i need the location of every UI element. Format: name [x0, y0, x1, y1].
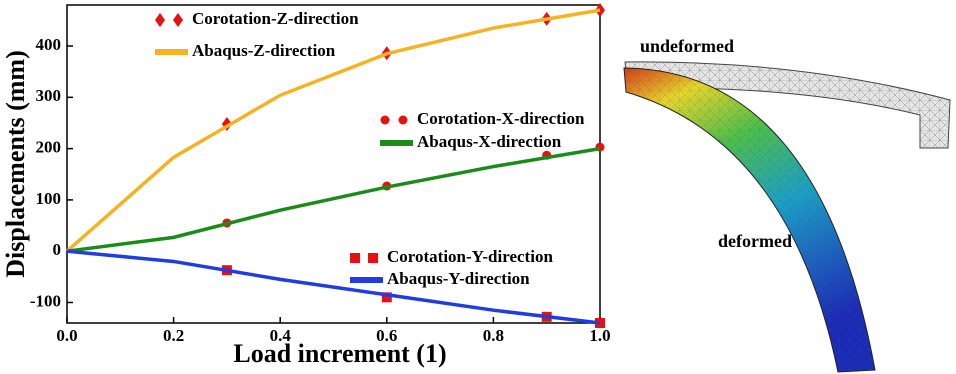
legend-label: Abaqus-X-direction: [417, 132, 562, 151]
x-tick-label: 0.2: [163, 326, 184, 345]
legend-label: Corotation-Z-direction: [192, 9, 359, 28]
x-tick-label: 1.0: [589, 326, 610, 345]
legend-marker: [381, 116, 390, 125]
y-tick-label: 300: [36, 86, 62, 105]
legend-label: Corotation-Y-direction: [387, 247, 553, 266]
y-axis-label: Displacements (mm): [1, 50, 30, 277]
undeformed-label: undeformed: [640, 36, 734, 56]
legend-label: Abaqus-Z-direction: [192, 41, 336, 60]
page: undeformed deformed Load increment (1) D…: [0, 0, 956, 374]
legend-marker: [155, 13, 165, 27]
y-tick-label: 0: [53, 240, 62, 259]
line: [67, 149, 600, 252]
x-tick-label: 0.6: [376, 326, 397, 345]
legend-label: Corotation-X-direction: [417, 109, 585, 128]
x-tick-label: 0.0: [56, 326, 77, 345]
y-tick-label: 400: [36, 35, 62, 54]
y-tick-label: 100: [36, 189, 62, 208]
y-tick-label: 200: [36, 138, 62, 157]
x-axis-label: Load increment (1): [233, 339, 446, 368]
legend-marker: [350, 253, 360, 263]
legend-marker: [173, 13, 183, 27]
deformed-label: deformed: [718, 231, 792, 251]
x-tick-label: 0.4: [270, 326, 292, 345]
fem-figure: undeformed deformed: [624, 36, 950, 372]
y-tick-label: -100: [30, 291, 61, 310]
legend-marker: [399, 116, 408, 125]
legend-marker: [368, 253, 378, 263]
legend-label: Abaqus-Y-direction: [387, 269, 530, 288]
x-tick-label: 0.8: [483, 326, 504, 345]
